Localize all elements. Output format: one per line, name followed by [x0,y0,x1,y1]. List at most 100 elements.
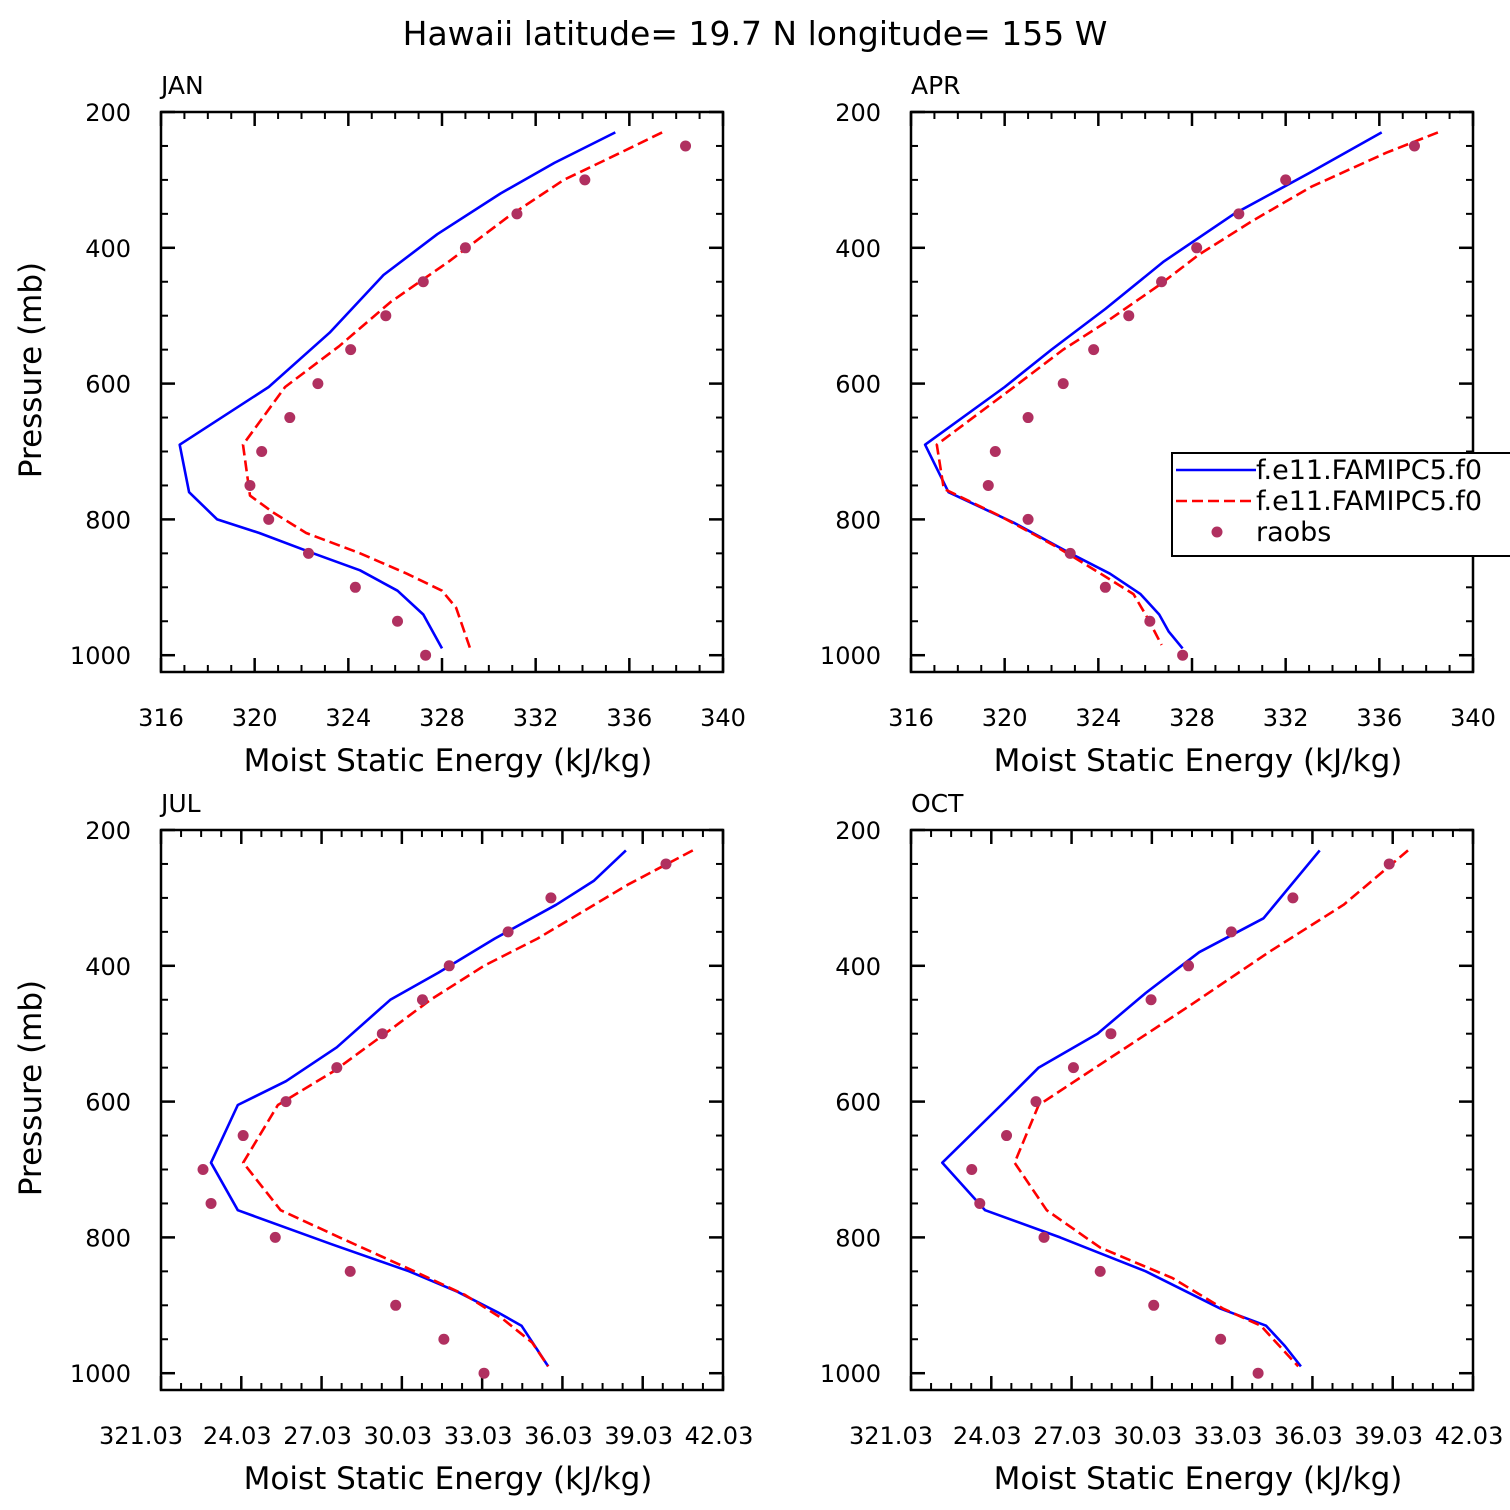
panel-title: JUL [159,789,201,818]
raobs-point [205,1197,217,1209]
raobs-point [478,1367,490,1379]
y-tick-label: 600 [85,371,131,399]
x-tick-label: 33.03 [444,1422,513,1450]
raobs-point [1156,276,1168,288]
panel-title: JAN [159,71,204,100]
raobs-point [390,1299,402,1311]
raobs-point [1057,378,1069,390]
x-tick-label: 42.03 [685,1422,754,1450]
x-axis-label: Moist Static Energy (kJ/kg) [994,1461,1403,1497]
plot-frame [159,828,725,1392]
panels: JAN 316 320 324 328 332 336 340 200 400 600 800 1000… [13,71,1503,1497]
x-tick-label: 27.03 [283,1422,352,1450]
y-tick-label: 400 [85,235,131,263]
y-tick-label: 800 [835,1224,881,1252]
raobs-point [1191,242,1203,254]
y-tick-label: 600 [835,371,881,399]
series-line-solid [941,849,1321,1368]
series-line-dashed [241,131,663,649]
raobs-point [680,140,692,152]
raobs-point [660,858,672,870]
x-tick-label: 39.03 [1354,1422,1423,1450]
raobs-point [420,649,432,661]
panel-jan: JAN 316 320 324 328 332 336 340 200 400 600 800 1000… [13,71,746,779]
raobs-point [1099,581,1111,593]
x-tick-label: 320 [982,704,1028,732]
x-tick-label: 27.03 [1033,1422,1102,1450]
plot-frame [159,110,725,674]
y-tick-label: 600 [85,1089,131,1117]
y-tick-label: 800 [85,506,131,534]
series-line-solid [178,131,616,650]
series-line-solid [209,849,627,1368]
series-line-dashed [241,849,694,1368]
x-tick-label: 33.03 [1194,1422,1263,1450]
raobs-point [1408,140,1420,152]
raobs-point [280,1096,292,1108]
x-tick-label: 321.03 [849,1422,933,1450]
x-tick-label: 24.03 [203,1422,272,1450]
series-line-dashed [1013,849,1409,1368]
raobs-point [303,547,315,559]
raobs-point [349,581,361,593]
panel-title: OCT [911,789,964,818]
raobs-point [1280,174,1292,186]
y-tick-label: 600 [835,1089,881,1117]
raobs-point [1233,208,1245,220]
raobs-point [237,1130,249,1142]
raobs-point [1252,1367,1264,1379]
panel-jul: JUL 321.03 24.03 27.03 30.03 33.03 36.03 39.03 4… [13,789,753,1497]
raobs-point [263,513,275,525]
x-tick-label: 30.03 [363,1422,432,1450]
x-tick-label: 324 [1075,704,1121,732]
raobs-point [256,446,268,457]
y-tick-label: 400 [835,953,881,981]
series-line-solid [923,131,1383,650]
figure-title: Hawaii latitude= 19.7 N longitude= 155 W [403,14,1108,53]
x-tick-label: 321.03 [99,1422,183,1450]
x-tick-label: 320 [232,704,278,732]
raobs-point [974,1197,986,1209]
raobs-point [511,208,523,220]
raobs-point [1001,1130,1013,1142]
y-axis-label: Pressure (mb) [13,980,49,1196]
x-tick-label: 42.03 [1435,1422,1504,1450]
raobs-point [312,378,324,390]
raobs-point [1183,960,1195,972]
raobs-point [269,1231,281,1243]
series-raobs [244,140,692,661]
y-tick-label: 1000 [820,642,881,670]
y-tick-label: 1000 [820,1360,881,1388]
y-tick-label: 200 [85,99,131,127]
y-tick-label: 800 [85,1224,131,1252]
series-raobs [197,858,672,1379]
raobs-point [545,892,557,904]
legend-entry: f.e11.FAMIPC5.f0 [1176,486,1482,517]
x-tick-label: 39.03 [604,1422,673,1450]
raobs-point [1064,547,1076,559]
x-axis-label: Moist Static Energy (kJ/kg) [244,743,653,779]
raobs-point [1148,1299,1160,1311]
panel-oct: OCT 321.03 24.03 27.03 30.03 33.03 36.03 39.03 4… [820,789,1503,1497]
x-axis-label: Moist Static Energy (kJ/kg) [994,743,1403,779]
raobs-point [1105,1028,1117,1040]
x-axis-label: Moist Static Energy (kJ/kg) [244,1461,653,1497]
raobs-point [1022,513,1034,525]
panel-title: APR [911,71,961,100]
plot-frame [909,110,1475,674]
raobs-point [1215,1333,1227,1345]
x-tick-label: 316 [888,704,934,732]
y-axis-label: Pressure (mb) [13,262,49,478]
x-tick-label: 332 [1263,704,1309,732]
raobs-point [1123,310,1135,322]
y-tick-label: 1000 [70,642,131,670]
x-tick-label: 336 [606,704,652,732]
legend-label: f.e11.FAMIPC5.f0 [1256,455,1482,486]
raobs-point [1094,1265,1106,1277]
x-tick-label: 328 [1169,704,1215,732]
y-tick-label: 400 [85,953,131,981]
raobs-point [344,1265,356,1277]
raobs-point [966,1164,978,1175]
